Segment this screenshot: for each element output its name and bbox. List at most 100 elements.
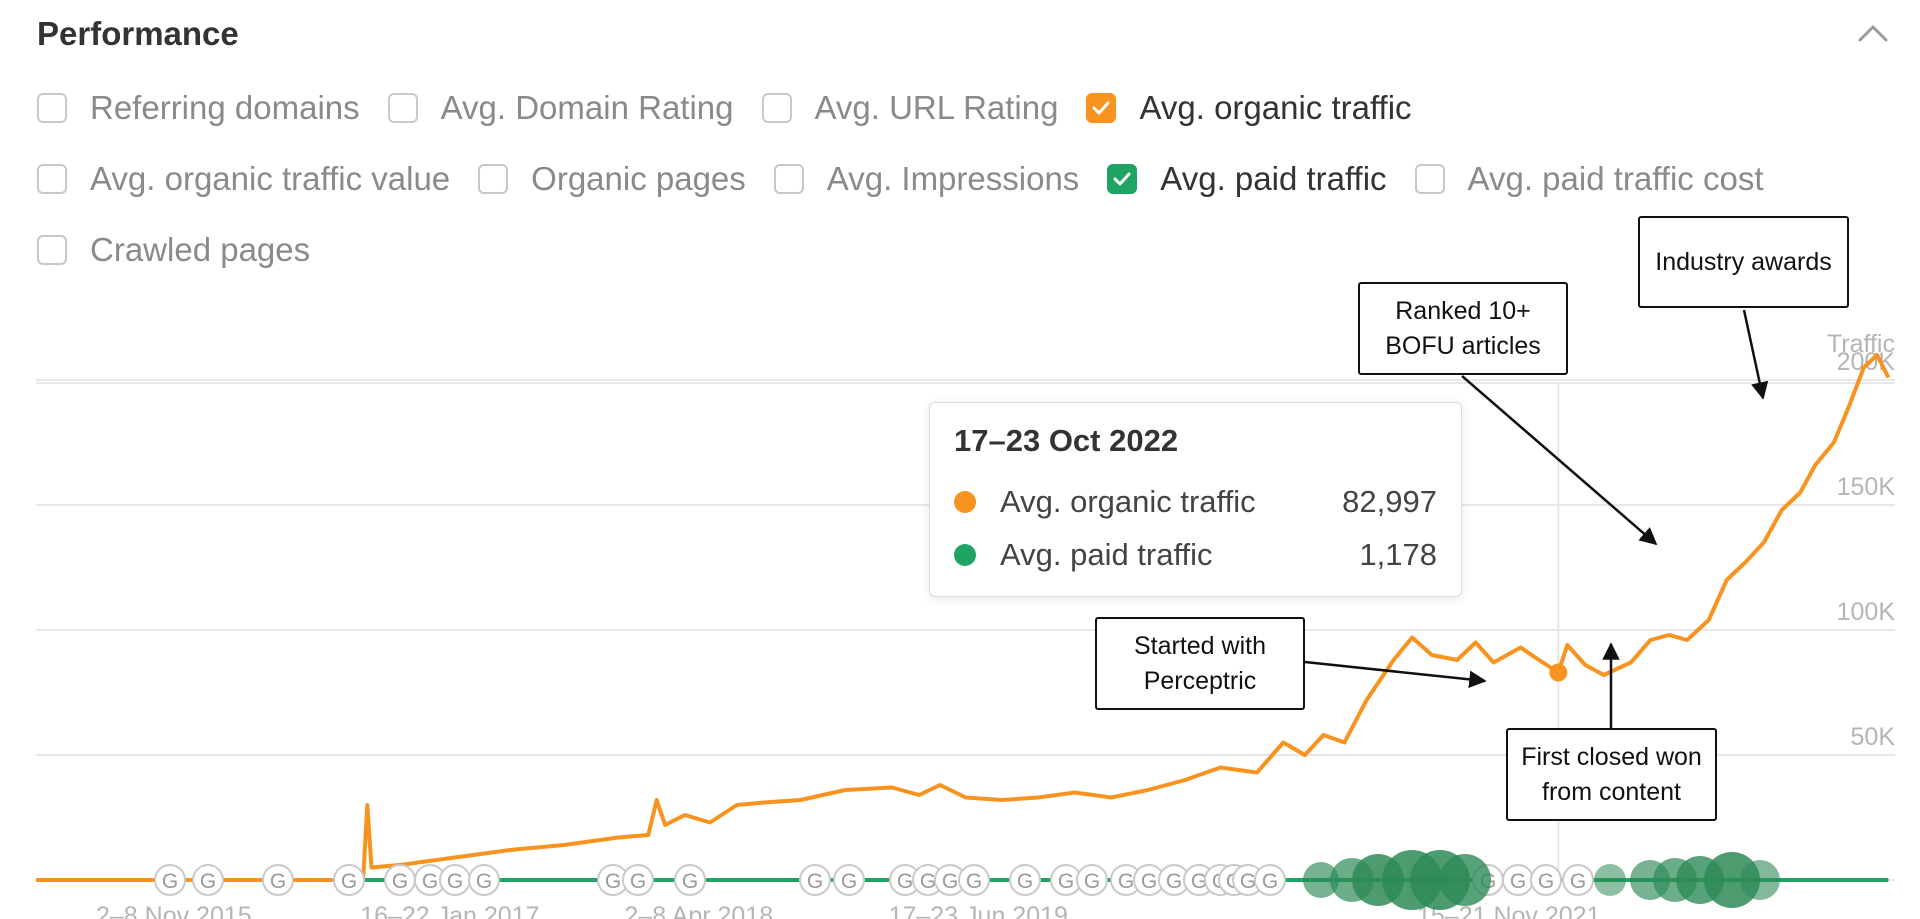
checkbox[interactable] [37,93,67,123]
event-glyph: G [447,870,463,893]
check-icon [1113,172,1131,186]
filter-crawled-pages[interactable]: Crawled pages [37,231,310,269]
event-circle [833,864,865,896]
checkbox[interactable] [773,164,804,194]
annotation-line: Perceptric [1143,666,1257,695]
event-glyph: G [341,870,357,893]
checkbox[interactable] [387,93,418,123]
event-marker-icon: G [1502,864,1534,896]
filter-avg-paid-traffic[interactable]: Avg. paid traffic [1107,160,1387,198]
event-glyph: G [1191,870,1207,893]
filter-label: Organic pages [531,160,746,197]
checkbox[interactable] [761,93,792,123]
filter-referring-domains[interactable]: Referring domains [37,89,360,127]
event-marker-cluster [1303,862,1339,898]
x-tick-label: 2–8 Apr 2018 [624,902,773,919]
filter-avg-paid-traffic-cost[interactable]: Avg. paid traffic cost [1414,160,1763,198]
annotation-line: BOFU articles [1385,331,1541,360]
filter-avg-organic-traffic[interactable]: Avg. organic traffic [1086,89,1412,127]
tooltip-row-paid: Avg. paid traffic 1,178 [954,528,1437,581]
x-tick-label: 16–22 Jan 2017 [360,902,539,919]
filter-label: Avg. URL Rating [814,89,1059,126]
filter-row: Avg. organic traffic value Organic pages A… [37,157,1897,201]
event-marker-icon: G [414,864,446,896]
tooltip-series-value: 1,178 [1359,536,1437,572]
filter-organic-pages[interactable]: Organic pages [478,160,746,198]
organic-dot [954,490,976,513]
checkbox-checked[interactable] [1086,93,1117,123]
event-marker-icon: G [958,864,990,896]
checkbox[interactable] [37,164,67,194]
event-marker-icon: G [1254,864,1286,896]
tooltip-series-name: Avg. paid traffic [1000,536,1213,572]
event-circle [333,864,365,896]
event-glyph: G [1510,870,1526,893]
annotation-arrow [1461,375,1658,546]
event-marker-icon: G [1232,864,1264,896]
event-circle [154,864,186,896]
event-circle [468,864,500,896]
event-glyph: G [1141,870,1157,893]
event-marker-cluster [1740,860,1780,900]
event-glyph: G [605,870,621,893]
tooltip-row-organic: Avg. organic traffic 82,997 [954,475,1437,528]
event-glyph: G [162,870,178,893]
event-marker-icon: G [1009,864,1041,896]
filter-avg-url-rating[interactable]: Avg. URL Rating [761,89,1059,127]
event-marker-icon: G [1110,864,1142,896]
filter-label: Crawled pages [90,231,311,268]
filter-label: Avg. paid traffic [1160,160,1387,197]
event-marker-icon: G [622,864,654,896]
event-glyph: G [966,870,982,893]
event-glyph: G [920,870,936,893]
event-marker-icon: G [1158,864,1190,896]
event-marker-icon: G [674,864,706,896]
event-glyph: G [1166,870,1182,893]
filter-label: Referring domains [90,89,360,126]
event-circle [1562,864,1594,896]
y-axis-title: Traffic [1827,330,1895,358]
checkbox-checked[interactable] [1107,164,1138,194]
checkbox[interactable] [37,235,67,265]
event-glyph: G [1017,870,1033,893]
event-marker-icon: G [912,864,944,896]
performance-header: Performance [37,12,1890,56]
event-marker-cluster [1594,864,1626,896]
event-glyph: G [476,870,492,893]
event-marker-cluster [1439,854,1491,906]
filter-avg-organic-traffic-value[interactable]: Avg. organic traffic value [37,160,450,198]
check-icon [1092,101,1110,115]
checkbox[interactable] [1414,164,1445,194]
event-glyph: G [200,870,216,893]
event-marker-icon: G [597,864,629,896]
event-circle [1009,864,1041,896]
checkbox[interactable] [478,164,509,194]
event-marker-icon: G [1530,864,1562,896]
event-circle [799,864,831,896]
x-tick-label: 2–8 Nov 2015 [96,902,252,919]
event-glyph: G [1084,870,1100,893]
event-glyph: G [1118,870,1134,893]
event-glyph: G [270,870,286,893]
annotation-line: Industry awards [1655,247,1832,276]
collapse-button[interactable] [1856,18,1890,48]
annotation-line: Ranked 10+ [1395,296,1531,325]
annotation-arrow [1742,309,1769,400]
event-glyph: G [1058,870,1074,893]
tooltip-date: 17–23 Oct 2022 [954,423,1179,458]
page-title: Performance [37,15,239,52]
event-glyph: G [807,870,823,893]
annotation-arrow [1304,660,1487,689]
filter-label: Avg. organic traffic [1139,89,1412,126]
filter-label: Avg. Impressions [826,160,1080,197]
filter-avg-domain-rating[interactable]: Avg. Domain Rating [387,89,734,127]
event-glyph: G [1262,870,1278,893]
filter-avg-impressions[interactable]: Avg. Impressions [773,160,1080,198]
x-axis: 2–8 Nov 2015 16–22 Jan 2017 2–8 Apr 2018 17… [96,902,1600,919]
x-tick-label: 15–21 Nov 2021 [1417,902,1600,919]
event-marker-icon: G [439,864,471,896]
event-marker-icon: G [468,864,500,896]
event-glyph: G [1538,870,1554,893]
event-circle [1254,864,1286,896]
